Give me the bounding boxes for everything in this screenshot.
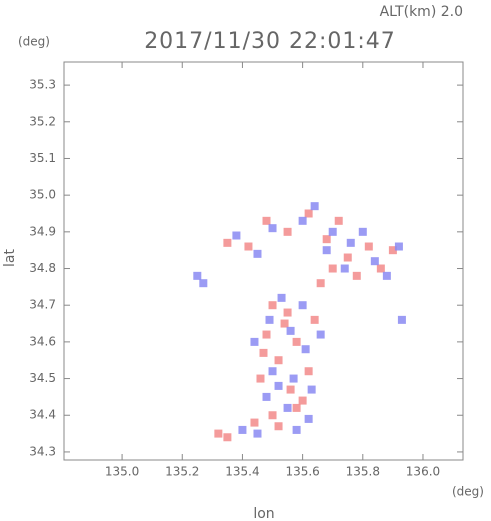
radar-cell <box>223 238 232 247</box>
radar-cell <box>283 308 292 317</box>
radar-cell <box>310 202 319 211</box>
radar-cell <box>382 271 391 280</box>
radar-cell <box>310 315 319 324</box>
radar-cell <box>301 345 310 354</box>
radar-cell <box>298 301 307 310</box>
radar-cell <box>268 224 277 233</box>
radar-cell <box>268 301 277 310</box>
radar-cell <box>268 411 277 420</box>
radar-cell <box>232 231 241 240</box>
radar-cell <box>292 425 301 434</box>
radar-cell <box>328 264 337 273</box>
y-axis-label: lat <box>2 249 18 267</box>
x-unit: (deg) <box>452 485 484 499</box>
radar-cell <box>292 403 301 412</box>
radar-cell <box>316 279 325 288</box>
y-tick-label: 35.1 <box>29 151 56 165</box>
radar-cell <box>307 385 316 394</box>
x-tick-label: 135.0 <box>105 465 139 479</box>
y-tick-label: 34.4 <box>29 408 56 422</box>
y-tick-label: 35.2 <box>29 114 56 128</box>
altitude-label: ALT(km) 2.0 <box>380 4 463 20</box>
y-tick-label: 34.7 <box>29 298 56 312</box>
y-tick-label: 34.8 <box>29 261 56 275</box>
radar-cell <box>274 356 283 365</box>
radar-cell <box>250 418 259 427</box>
radar-cell <box>268 367 277 376</box>
radar-cell <box>370 257 379 266</box>
plot-frame <box>63 61 464 461</box>
radar-cell <box>364 242 373 251</box>
y-tick-label: 35.0 <box>29 188 56 202</box>
y-tick-label: 35.3 <box>29 78 56 92</box>
radar-cell <box>277 293 286 302</box>
radar-cell <box>253 249 262 258</box>
x-tick-label: 135.2 <box>165 465 199 479</box>
radar-cell <box>280 319 289 328</box>
radar-cell <box>340 264 349 273</box>
x-tick-label: 135.6 <box>285 465 319 479</box>
radar-cell <box>262 392 271 401</box>
radar-cell <box>304 414 313 423</box>
radar-cell <box>298 396 307 405</box>
radar-cell <box>298 216 307 225</box>
radar-cell <box>316 330 325 339</box>
radar-cell <box>343 253 352 262</box>
radar-cell <box>346 238 355 247</box>
x-tick-label: 135.4 <box>225 465 259 479</box>
radar-cell <box>253 429 262 438</box>
radar-cell <box>328 227 337 236</box>
y-tick-label: 34.9 <box>29 224 56 238</box>
radar-cell <box>256 374 265 383</box>
radar-cell <box>199 279 208 288</box>
radar-cell <box>259 348 268 357</box>
radar-cell <box>286 385 295 394</box>
radar-cell <box>283 227 292 236</box>
radar-cell <box>388 246 397 255</box>
radar-cell <box>289 374 298 383</box>
y-tick-label: 34.6 <box>29 334 56 348</box>
radar-cell <box>262 330 271 339</box>
radar-cell <box>283 403 292 412</box>
radar-cell <box>250 337 259 346</box>
x-axis-label: lon <box>253 506 274 521</box>
radar-cell <box>358 227 367 236</box>
radar-cell <box>265 315 274 324</box>
radar-cell <box>262 216 271 225</box>
radar-cell <box>334 216 343 225</box>
radar-cell <box>322 235 331 244</box>
x-tick-label: 135.8 <box>346 465 380 479</box>
radar-cell <box>214 429 223 438</box>
radar-cell <box>238 425 247 434</box>
chart-title: 2017/11/30 22:01:47 <box>144 29 396 54</box>
y-tick-label: 34.3 <box>29 444 56 458</box>
radar-cell <box>274 422 283 431</box>
radar-cell <box>223 433 232 442</box>
radar-cell <box>193 271 202 280</box>
radar-cell <box>394 242 403 251</box>
x-tick-label: 136.0 <box>406 465 440 479</box>
radar-cell <box>322 246 331 255</box>
radar-cell <box>352 271 361 280</box>
radar-cell <box>304 209 313 218</box>
radar-cell <box>274 381 283 390</box>
y-tick-label: 34.5 <box>29 371 56 385</box>
y-unit: (deg) <box>18 35 50 49</box>
radar-cell <box>292 337 301 346</box>
radar-cell <box>244 242 253 251</box>
radar-cell <box>397 315 406 324</box>
radar-cell <box>304 367 313 376</box>
radar-cell <box>286 326 295 335</box>
radar-cell <box>376 264 385 273</box>
